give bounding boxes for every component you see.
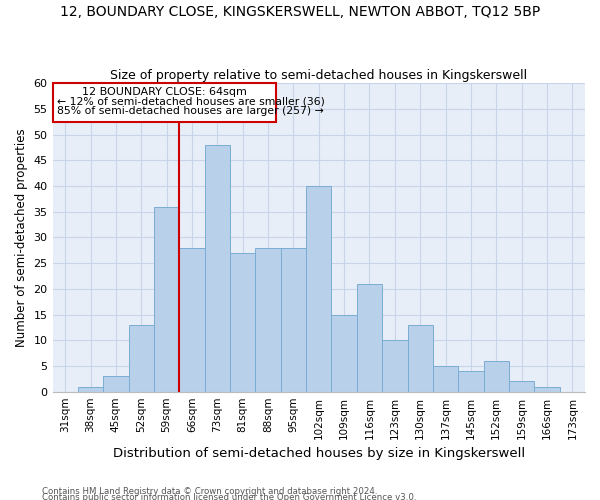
Bar xyxy=(179,248,205,392)
Bar xyxy=(154,206,179,392)
Bar xyxy=(256,248,281,392)
Bar xyxy=(407,325,433,392)
Bar xyxy=(509,382,534,392)
Bar xyxy=(433,366,458,392)
Bar xyxy=(103,376,128,392)
Bar xyxy=(205,145,230,392)
Bar xyxy=(484,361,509,392)
Bar xyxy=(357,284,382,392)
Bar xyxy=(382,340,407,392)
Y-axis label: Number of semi-detached properties: Number of semi-detached properties xyxy=(15,128,28,346)
Bar xyxy=(230,253,256,392)
Text: Contains public sector information licensed under the Open Government Licence v3: Contains public sector information licen… xyxy=(42,492,416,500)
Bar xyxy=(306,186,331,392)
Text: ← 12% of semi-detached houses are smaller (36): ← 12% of semi-detached houses are smalle… xyxy=(57,96,325,106)
Text: 85% of semi-detached houses are larger (257) →: 85% of semi-detached houses are larger (… xyxy=(57,106,323,117)
Bar xyxy=(281,248,306,392)
Text: 12, BOUNDARY CLOSE, KINGSKERSWELL, NEWTON ABBOT, TQ12 5BP: 12, BOUNDARY CLOSE, KINGSKERSWELL, NEWTO… xyxy=(60,5,540,19)
X-axis label: Distribution of semi-detached houses by size in Kingskerswell: Distribution of semi-detached houses by … xyxy=(113,447,525,460)
Bar xyxy=(78,386,103,392)
Title: Size of property relative to semi-detached houses in Kingskerswell: Size of property relative to semi-detach… xyxy=(110,69,527,82)
Bar xyxy=(331,314,357,392)
Text: 12 BOUNDARY CLOSE: 64sqm: 12 BOUNDARY CLOSE: 64sqm xyxy=(82,88,247,98)
Bar xyxy=(128,325,154,392)
Bar xyxy=(534,386,560,392)
Text: Contains HM Land Registry data © Crown copyright and database right 2024.: Contains HM Land Registry data © Crown c… xyxy=(42,486,377,496)
Bar xyxy=(458,371,484,392)
FancyBboxPatch shape xyxy=(53,83,275,122)
